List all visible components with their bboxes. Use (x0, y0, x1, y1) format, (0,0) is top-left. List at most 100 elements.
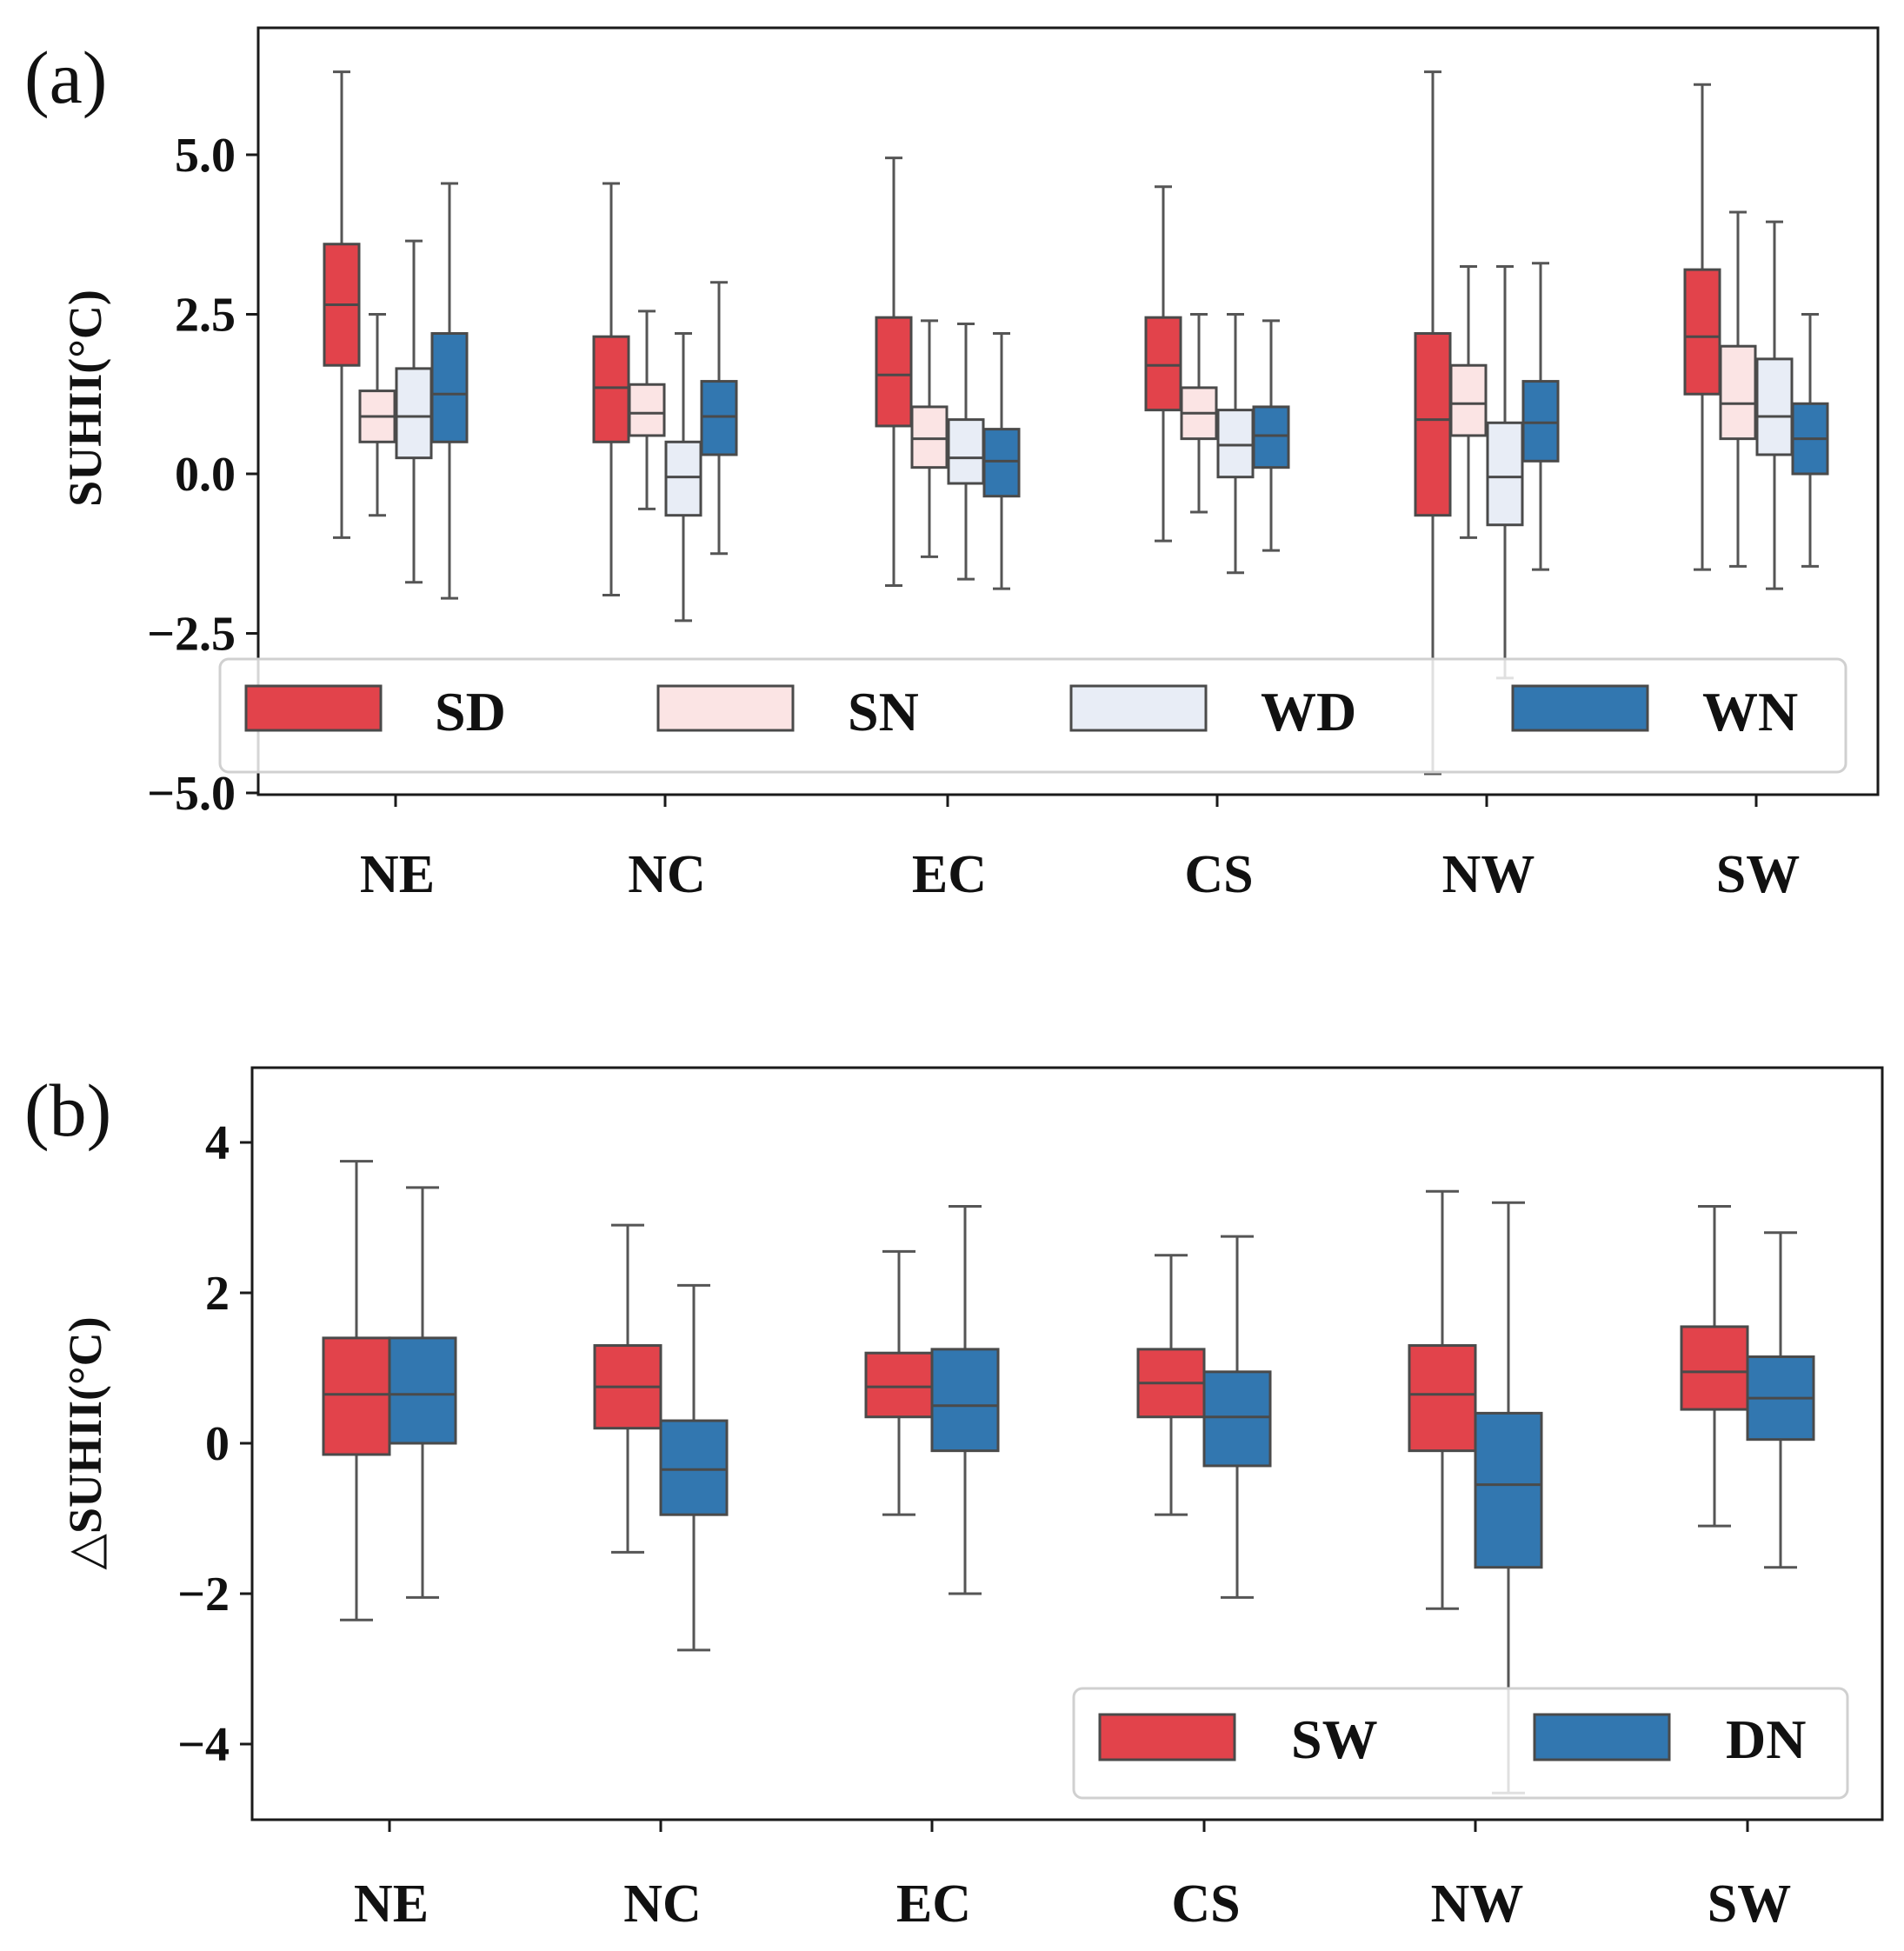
b-x-tick-label-sw: SW (1708, 1874, 1791, 1934)
box-wd-nw (1486, 264, 1524, 680)
box-sw-nc (593, 1223, 662, 1554)
box-sn-ne (358, 313, 396, 517)
legend-swatch-sn (656, 684, 795, 732)
box-iqr (1680, 1325, 1749, 1411)
box-iqr (659, 1419, 729, 1516)
box-iqr (910, 405, 949, 469)
legend-swatch-wn (1511, 684, 1649, 732)
box-sw-nw (1408, 1189, 1477, 1610)
box-iqr (1216, 409, 1255, 479)
b-y-tick-label: 4 (205, 1116, 230, 1170)
box-wd-sw (1755, 220, 1794, 590)
legend-swatch-sd (244, 684, 383, 732)
box-wn-ec (982, 332, 1021, 590)
legend-swatch-wd (1069, 684, 1208, 732)
box-wn-ne (430, 182, 469, 600)
a-x-tick-label-nw: NW (1442, 845, 1535, 904)
box-sn-sw (1719, 210, 1757, 568)
box-sd-sw (1683, 83, 1721, 571)
a-x-tick-label-sw: SW (1716, 845, 1800, 904)
box-iqr (430, 332, 469, 443)
box-sw-ne (322, 1160, 391, 1621)
legend-label-dn: DN (1726, 1708, 1806, 1770)
box-wn-nw (1521, 262, 1560, 571)
b-y-tick-label: −4 (177, 1718, 230, 1772)
panel-b-legend: SW DN (1072, 1687, 1849, 1800)
box-wd-nc (664, 332, 702, 623)
panel-a-y-ticks: 5.0 2.5 0.0 −2.5 −5.0 (147, 129, 258, 821)
box-sd-ne (323, 70, 361, 539)
box-iqr (1486, 421, 1524, 527)
box-iqr (1683, 268, 1721, 396)
box-iqr (1755, 357, 1794, 456)
panel-a-y-axis-label: SUHII(°C) (59, 290, 111, 507)
b-x-tick-label-nc: NC (623, 1874, 702, 1934)
box-sd-ec (875, 156, 913, 587)
b-y-tick-label: 2 (205, 1267, 230, 1321)
box-iqr (1414, 332, 1452, 517)
box-sw-sw (1680, 1205, 1749, 1528)
box-iqr (1252, 405, 1290, 469)
box-iqr (628, 383, 666, 437)
legend-label-wn: WN (1702, 681, 1798, 742)
box-sn-nw (1449, 264, 1488, 539)
panel-b-x-ticks: NE NC EC CS NW SW (354, 1820, 1791, 1934)
panel-a-legend: SD SN WD WN (218, 657, 1847, 774)
box-wd-ne (395, 239, 433, 584)
panel-b-y-ticks: 4 2 0 −2 −4 (177, 1116, 252, 1772)
box-dn-ec (930, 1205, 1000, 1595)
box-dn-sw (1746, 1231, 1815, 1569)
box-iqr (1521, 380, 1560, 463)
box-sw-cs (1136, 1254, 1206, 1516)
a-x-tick-label-ne: NE (360, 845, 435, 904)
box-iqr (700, 380, 738, 456)
box-wn-sw (1791, 313, 1829, 568)
panel-b-plot-frame (250, 1066, 1884, 1821)
a-x-tick-label-nc: NC (628, 845, 706, 904)
box-sn-cs (1180, 313, 1218, 514)
box-iqr (322, 1336, 391, 1456)
box-iqr (1719, 344, 1757, 441)
box-iqr (947, 418, 985, 485)
panel-a-box-plots (323, 70, 1829, 776)
legend-label-sw: SW (1291, 1708, 1378, 1770)
box-wd-cs (1216, 313, 1255, 575)
b-y-tick-label: 0 (205, 1417, 230, 1471)
box-dn-ne (388, 1186, 457, 1599)
box-sd-cs (1144, 185, 1182, 543)
box-iqr (982, 428, 1021, 498)
box-iqr (1474, 1411, 1543, 1569)
panel-a-label: (a) (24, 36, 107, 119)
box-iqr (395, 367, 433, 460)
a-y-tick-label: 2.5 (175, 289, 236, 343)
box-iqr (664, 440, 702, 517)
panel-a-plot-frame (256, 26, 1880, 796)
a-y-tick-label: −5.0 (147, 767, 236, 821)
box-sd-nc (592, 182, 630, 596)
box-sn-nc (628, 310, 666, 510)
a-x-tick-label-ec: EC (912, 845, 987, 904)
b-x-tick-label-ne: NE (354, 1874, 429, 1934)
box-iqr (930, 1348, 1000, 1453)
box-dn-nc (659, 1283, 729, 1652)
a-y-tick-label: 0.0 (175, 448, 236, 502)
b-x-tick-label-cs: CS (1171, 1874, 1240, 1934)
box-dn-cs (1202, 1235, 1272, 1599)
box-sd-nw (1414, 70, 1452, 776)
box-iqr (1408, 1344, 1477, 1453)
box-wd-ec (947, 323, 985, 581)
b-y-tick-label: −2 (177, 1568, 230, 1621)
a-x-tick-label-cs: CS (1184, 845, 1253, 904)
box-iqr (1202, 1370, 1272, 1468)
panel-a: (a) SUHII(°C) 5.0 2.5 0.0 −2.5 −5.0 NE NC EC CS… (24, 26, 1880, 904)
legend-label-wd: WD (1261, 681, 1356, 742)
panel-b-y-axis-label: △SUHII(°C) (59, 1316, 111, 1569)
box-iqr (875, 316, 913, 428)
box-iqr (592, 335, 630, 443)
box-sw-ec (864, 1249, 934, 1516)
panel-b-box-plots (322, 1160, 1815, 1795)
box-wn-cs (1252, 319, 1290, 552)
box-iqr (1449, 363, 1488, 437)
box-iqr (1144, 316, 1182, 412)
box-iqr (864, 1351, 934, 1419)
